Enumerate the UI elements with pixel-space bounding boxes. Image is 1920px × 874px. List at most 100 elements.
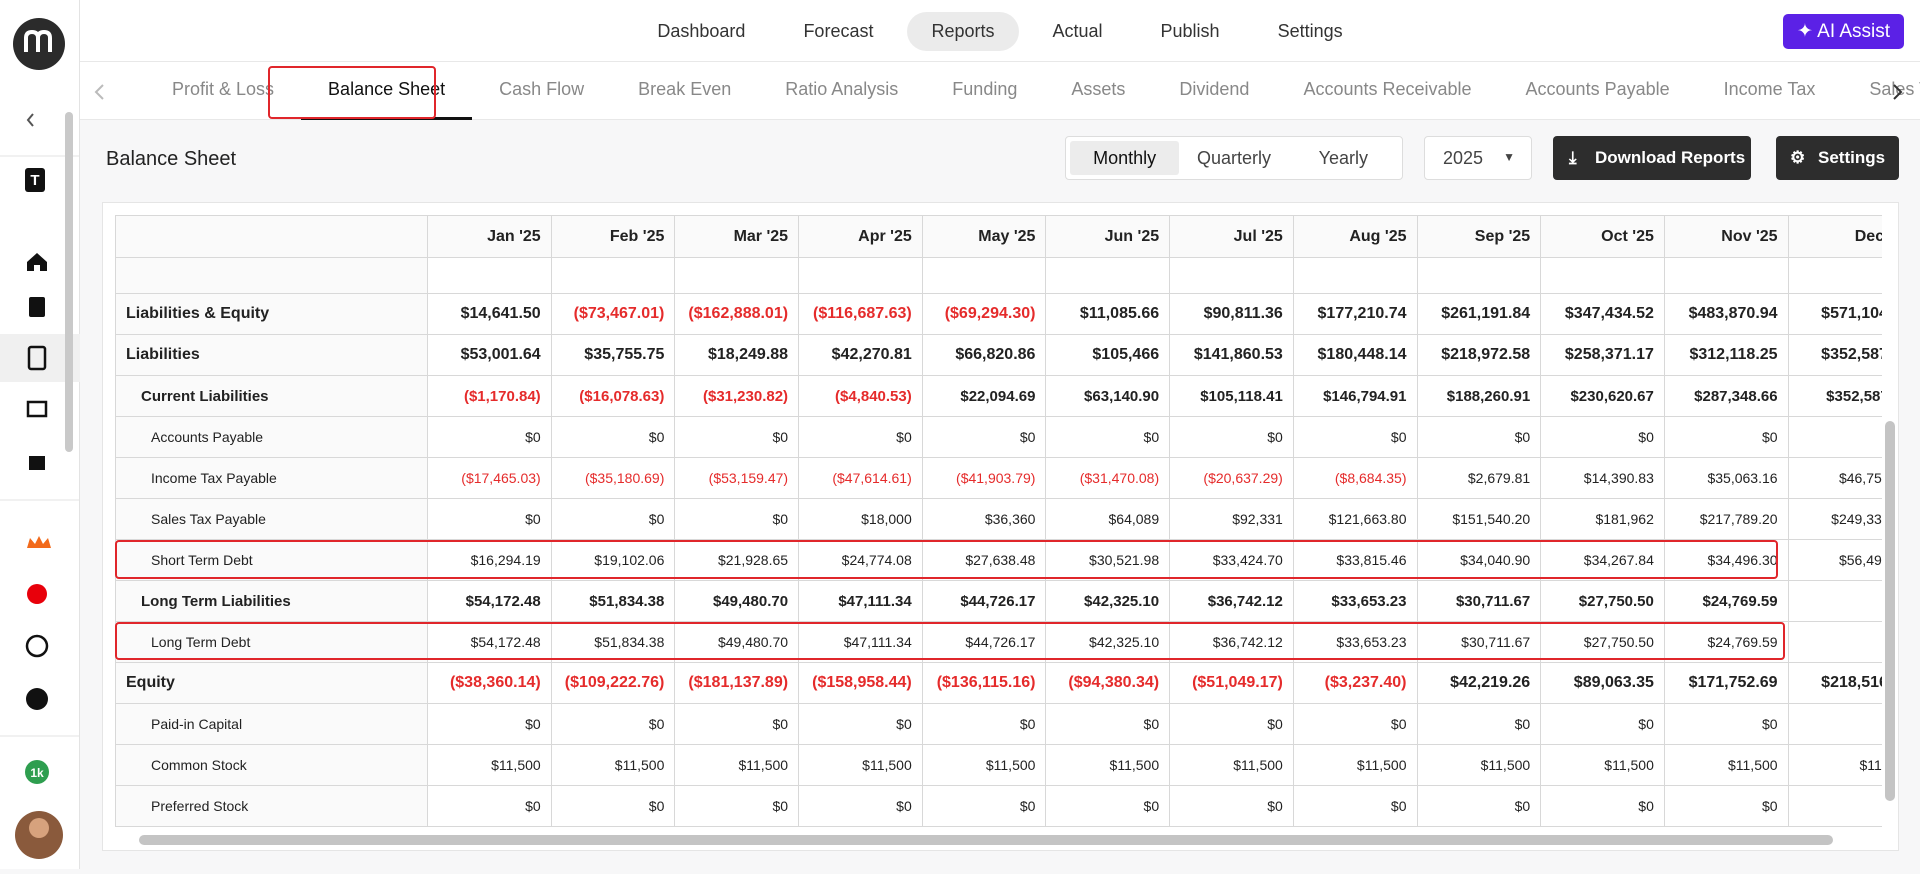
nav-item[interactable]: Publish [1160,21,1220,41]
row-label: Short Term Debt [115,539,428,581]
table-row: Long Term Liabilities $54,172.48 $51,834.3… [115,580,1882,622]
cell: $0 [1292,416,1418,458]
cell: $18,249.88 [674,334,800,376]
table-row: Paid-in Capital$0$0$0$0$0$0$0$0$0$0$0$ [115,703,1882,745]
cell: $249,337.8 [1787,498,1882,540]
cell: ($17,465.03) [427,457,552,499]
cell: $14,390.83 [1540,457,1665,499]
period-option[interactable]: Monthly [1070,141,1180,175]
cell: $151,540.20 [1416,498,1542,540]
cell: ($3,237.40) [1292,662,1418,704]
cell: $56,495.0 [1787,539,1882,581]
cell: ($158,958.44) [798,662,923,704]
cell: $0 [1663,416,1789,458]
cell: $181,962 [1540,498,1665,540]
cell: $0 [1169,785,1294,827]
period-toggle: Monthly Quarterly Yearly [1065,136,1403,180]
nav-item[interactable]: Actual [1052,21,1103,41]
cell: ($41,903.79) [921,457,1047,499]
cell: $0 [550,703,676,745]
cell: $42,270.81 [798,334,923,376]
table-row: Liabilities & Equity $14,641.50 ($73,467.0… [115,293,1882,335]
cell: $ [1787,703,1882,745]
nav-item[interactable]: Forecast [803,21,874,41]
cell: $0 [550,785,676,827]
cell: $11,500 [1292,744,1418,786]
cell: $483,870.94 [1663,293,1789,335]
settings-label: Settings [1818,148,1886,167]
spacer-cell [798,257,923,294]
row-label: Liabilities [115,334,428,376]
spacer-cell [1540,257,1665,294]
tab[interactable]: Accounts Receivable [1303,79,1472,99]
tab[interactable]: Dividend [1179,79,1250,99]
nav-item[interactable]: Reports [907,12,1019,51]
cell: $0 [798,785,923,827]
spacer-cell [1045,257,1171,294]
tabs-prev[interactable] [92,82,108,102]
ai-assist-button[interactable]: ✦ AI Assist [1782,14,1904,49]
cell: $42,325.10 [1045,580,1171,622]
cell: $0 [1540,703,1665,745]
cell: $0 [427,416,552,458]
sidebar: T 1k [0,0,80,869]
tabs-next[interactable] [1890,82,1906,102]
cell: $36,742.12 [1169,621,1294,663]
cell: $180,448.14 [1292,334,1418,376]
download-button[interactable]: ⤓ Download Reports [1553,136,1751,180]
cell: $63,140.90 [1045,375,1171,417]
spacer-cell [427,257,552,294]
column-header: Mar '25 [674,215,800,258]
tab[interactable]: Sales Tax [1869,79,1920,99]
v-scrollbar[interactable] [1885,421,1895,801]
cell: $352,587.1 [1787,375,1882,417]
tab[interactable]: Assets [1071,79,1126,99]
tab[interactable]: Profit & Loss [172,79,275,99]
cell: $92,331 [1169,498,1294,540]
tab[interactable]: Funding [952,79,1018,99]
h-scrollbar[interactable] [139,835,1833,845]
period-option[interactable]: Yearly [1318,148,1368,168]
spacer-row [115,257,1882,294]
cell: $0 [1416,416,1542,458]
cell: $35,063.16 [1663,457,1789,499]
tab-row: Profit & Loss Balance Sheet Cash Flow Break… [145,62,1920,120]
cell: $66,820.86 [921,334,1047,376]
cell: $0 [921,785,1047,827]
cell: $0 [1045,416,1171,458]
tab[interactable]: Cash Flow [499,79,585,99]
report-tabs: Profit & Loss Balance Sheet Cash Flow Break… [80,62,1920,120]
year-select[interactable]: 2025 ▼ [1424,136,1532,180]
settings-button[interactable]: ⚙ Settings [1776,136,1899,180]
period-option[interactable]: Quarterly [1196,148,1271,168]
cell: $0 [1045,785,1171,827]
cell: ($20,637.29) [1169,457,1294,499]
column-header: Aug '25 [1292,215,1418,258]
cell: $36,742.12 [1169,580,1294,622]
cell: $218,972.58 [1416,334,1542,376]
tab[interactable]: Accounts Payable [1525,79,1670,99]
spacer-cell [1787,257,1882,294]
ai-assist-label: AI Assist [1817,21,1890,42]
nav-item[interactable]: Dashboard [657,21,746,41]
cell: $0 [1540,785,1665,827]
cell: $51,834.38 [550,580,676,622]
cell: $11,500 [1663,744,1789,786]
tab[interactable]: Ratio Analysis [785,79,899,99]
cell: $0 [1416,785,1542,827]
row-label: Equity [115,662,428,704]
tab[interactable]: Break Even [638,79,732,99]
cell: $0 [1045,703,1171,745]
nav-item[interactable]: Settings [1277,21,1343,41]
badge: 1k [30,766,44,780]
cell: $54,172.48 [427,580,552,622]
tab[interactable]: Income Tax [1723,79,1816,99]
column-header: May '25 [921,215,1047,258]
cell: $54,172.48 [427,621,552,663]
cell: $0 [1169,416,1294,458]
cell: $11,085.66 [1045,293,1171,335]
cell: $ [1787,416,1882,458]
cell: $24,774.08 [798,539,923,581]
cell: ($136,115.16) [921,662,1047,704]
